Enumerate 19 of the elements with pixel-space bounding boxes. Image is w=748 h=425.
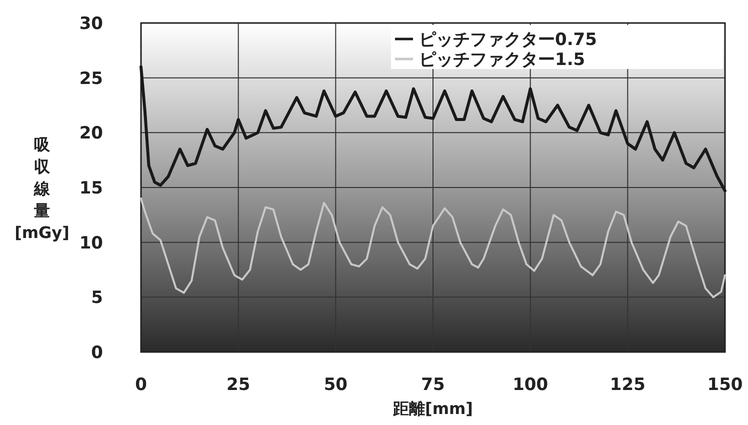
legend-label: ピッチファクター0.75 <box>419 30 597 50</box>
legend-label: ピッチファクター1.5 <box>419 50 586 70</box>
x-tick-label: 150 <box>707 375 743 395</box>
y-tick-label: 10 <box>79 233 104 254</box>
y-axis-title: 吸収線量[mGy] <box>14 135 70 242</box>
y-tick-label: 25 <box>79 68 103 89</box>
line-series <box>140 197 726 298</box>
y-tick-label: 30 <box>79 14 104 34</box>
x-tick-label: 50 <box>324 375 348 395</box>
x-tick-label: 25 <box>226 375 250 395</box>
x-axis-title: 距離[mm] <box>392 399 473 418</box>
y-tick-label: 0 <box>91 343 104 363</box>
y-tick-label: 15 <box>79 178 103 198</box>
x-tick-label: 100 <box>512 375 548 395</box>
x-tick-label: 75 <box>421 375 445 395</box>
x-tick-label: 0 <box>135 375 148 395</box>
x-tick-label: 125 <box>610 375 646 395</box>
y-tick-label: 20 <box>79 124 104 144</box>
y-tick-label: 5 <box>91 288 103 308</box>
